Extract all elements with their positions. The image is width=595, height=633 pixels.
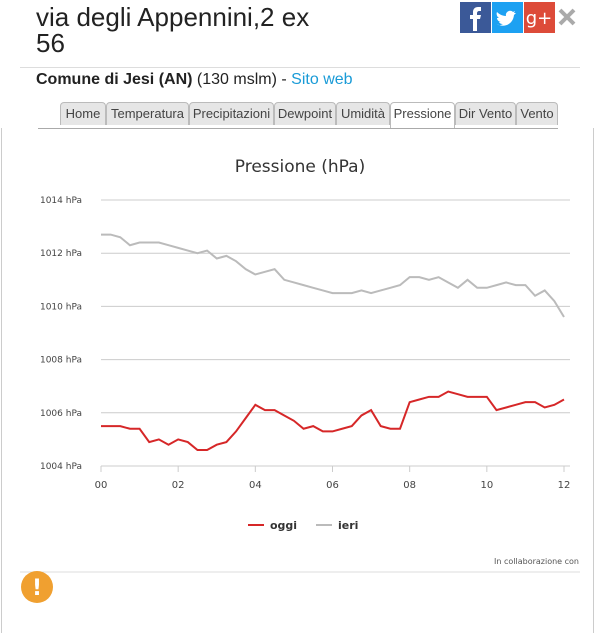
tab[interactable]: Umidità bbox=[336, 102, 390, 125]
close-icon[interactable] bbox=[558, 8, 576, 26]
location-line: Comune di Jesi (AN) (130 mslm) - Sito we… bbox=[36, 71, 353, 89]
facebook-glyph bbox=[470, 7, 481, 31]
location: Comune di Jesi (AN) bbox=[36, 71, 193, 88]
chart-frame bbox=[1, 128, 594, 633]
tab[interactable]: Pressione bbox=[390, 102, 455, 128]
gplus-icon[interactable] bbox=[524, 2, 555, 33]
tab[interactable]: Home bbox=[60, 102, 106, 125]
tab[interactable]: Dewpoint bbox=[274, 102, 336, 125]
tab-bar: Home Temperatura Precipitazioni Dewpoint Umi… bbox=[38, 102, 558, 129]
twitter-glyph bbox=[496, 10, 516, 26]
page-title: via degli Appennini,2 ex 56 bbox=[36, 2, 310, 58]
share-icons: g+ bbox=[460, 2, 576, 33]
altitude: (130 mslm) bbox=[196, 71, 277, 88]
tab[interactable]: Dir Vento bbox=[455, 102, 516, 125]
website-link[interactable]: Sito web bbox=[291, 71, 353, 88]
tab[interactable]: Precipitazioni bbox=[189, 102, 274, 125]
gplus-glyph: g+ bbox=[526, 8, 553, 29]
divider bbox=[20, 67, 580, 68]
separator: - bbox=[281, 71, 287, 88]
tab[interactable]: Vento bbox=[516, 102, 558, 125]
tab[interactable]: Temperatura bbox=[106, 102, 189, 125]
